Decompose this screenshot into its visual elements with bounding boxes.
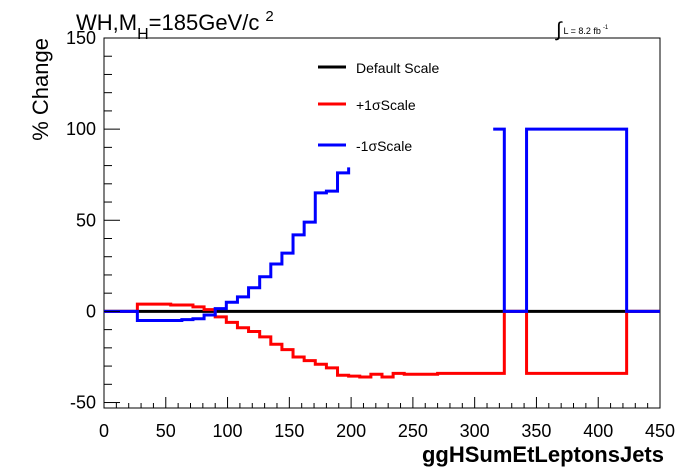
y-tick-label: 50 (76, 210, 96, 230)
x-tick-label: 100 (213, 421, 243, 441)
chart-title: WH,MH=185GeV/c 2 (76, 8, 274, 43)
x-tick-label: 0 (99, 421, 109, 441)
legend-label-plus1sigma: +1σScale (356, 97, 416, 113)
y-tick-label: 0 (86, 301, 96, 321)
x-tick-label: 150 (274, 421, 304, 441)
lumi-label: ∫ L = 8.2 fb -1 (555, 19, 609, 41)
plot-frame (103, 37, 661, 409)
x-tick-label: 350 (521, 421, 551, 441)
series-line-minus1sigma-scale (493, 127, 660, 313)
x-tick-label: 450 (645, 421, 675, 441)
x-tick-label: 250 (398, 421, 428, 441)
y-tick-label: 100 (66, 119, 96, 139)
y-axis-label: % Change (28, 38, 53, 141)
x-axis-label: ggHSumEtLeptonsJets (422, 442, 664, 467)
y-tick-label: 150 (66, 28, 96, 48)
x-tick-label: 400 (583, 421, 613, 441)
legend-label-minus1sigma: -1σScale (356, 138, 412, 154)
x-tick-label: 300 (460, 421, 490, 441)
series-line-plus1sigma-scale (104, 302, 660, 379)
y-tick-label: -50 (70, 393, 96, 413)
series-line-minus1sigma-scale (104, 167, 351, 323)
legend-label-default: Default Scale (356, 60, 439, 76)
x-tick-label: 50 (156, 421, 176, 441)
x-tick-label: 200 (336, 421, 366, 441)
legend: Default Scale +1σScale -1σScale (318, 60, 439, 154)
